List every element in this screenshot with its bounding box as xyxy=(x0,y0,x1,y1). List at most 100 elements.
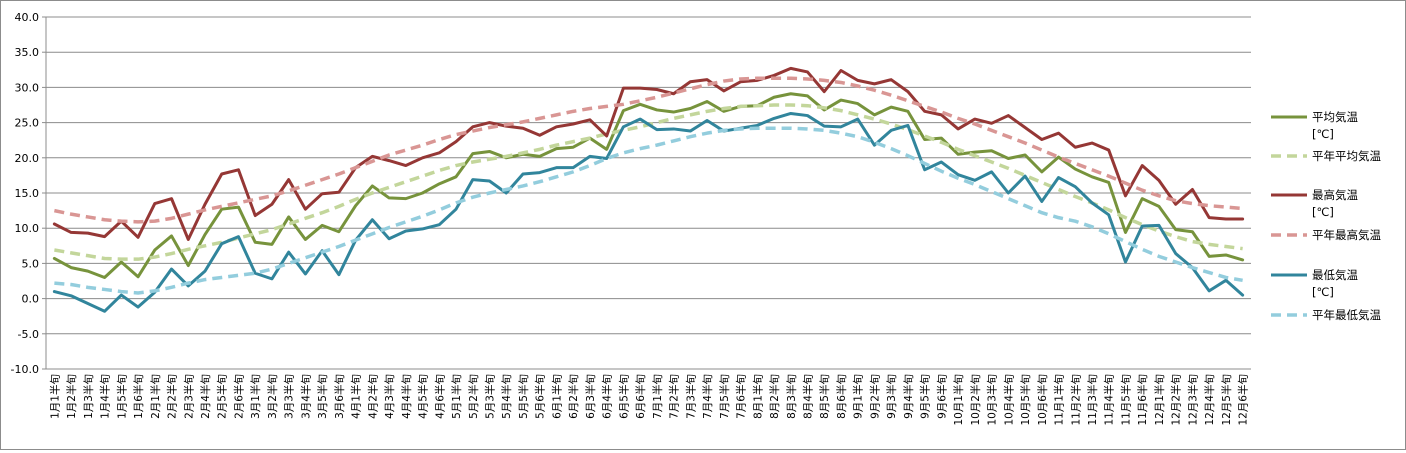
x-tick-label: 11月3半旬 xyxy=(1086,374,1099,426)
x-tick-label: 12月6半旬 xyxy=(1237,374,1250,426)
x-tick-label: 12月1半旬 xyxy=(1153,374,1166,426)
x-tick-label: 2月2半旬 xyxy=(166,374,179,419)
x-tick-label: 9月2半旬 xyxy=(868,374,881,419)
x-tick-label: 9月4半旬 xyxy=(902,374,915,419)
x-tick-label: 3月5半旬 xyxy=(316,374,329,419)
x-tick-label: 2月1半旬 xyxy=(149,374,162,419)
x-tick-label: 3月4半旬 xyxy=(299,374,312,419)
x-tick-label: 10月3半旬 xyxy=(986,374,999,426)
x-tick-label: 1月6半旬 xyxy=(132,374,145,419)
y-tick-label: 10.0 xyxy=(15,222,40,235)
legend-label: 最高気温[℃] xyxy=(1312,188,1358,219)
x-tick-label: 2月3半旬 xyxy=(182,374,195,419)
x-tick-label: 8月3半旬 xyxy=(785,374,798,419)
x-axis-ticks: 1月1半旬 1月2半旬 1月3半旬 1月4半旬 1月5半旬 1月6半旬 2月1半旬 2月2半旬… xyxy=(48,374,1249,426)
x-tick-label: 9月5半旬 xyxy=(919,374,932,419)
x-tick-label: 1月5半旬 xyxy=(115,374,128,419)
x-tick-label: 8月1半旬 xyxy=(751,374,764,419)
y-tick-label: 15.0 xyxy=(15,187,40,200)
x-tick-label: 5月6半旬 xyxy=(534,374,547,419)
x-tick-label: 5月4半旬 xyxy=(500,374,513,419)
x-tick-label: 7月6半旬 xyxy=(735,374,748,419)
x-tick-label: 10月5半旬 xyxy=(1019,374,1032,426)
x-tick-label: 5月2半旬 xyxy=(467,374,480,419)
x-tick-label: 1月3半旬 xyxy=(82,374,95,419)
x-tick-label: 6月3半旬 xyxy=(584,374,597,419)
x-tick-label: 1月2半旬 xyxy=(65,374,78,419)
x-tick-label: 5月3半旬 xyxy=(484,374,497,419)
series-line-5 xyxy=(54,126,1243,295)
x-tick-label: 4月4半旬 xyxy=(400,374,413,419)
y-tick-label: 35.0 xyxy=(15,46,40,59)
x-tick-label: 12月2半旬 xyxy=(1170,374,1183,426)
x-tick-label: 10月4半旬 xyxy=(1002,374,1015,426)
y-tick-label: 30.0 xyxy=(15,81,40,94)
y-tick-label: 5.0 xyxy=(22,257,40,270)
x-tick-label: 8月5半旬 xyxy=(818,374,831,419)
x-tick-label: 11月1半旬 xyxy=(1053,374,1066,426)
x-tick-label: 1月1半旬 xyxy=(48,374,61,419)
x-tick-label: 1月4半旬 xyxy=(99,374,112,419)
legend-label: 最低気温[℃] xyxy=(1312,268,1358,299)
y-tick-label: 20.0 xyxy=(15,152,40,165)
series-line-4 xyxy=(52,111,1245,313)
x-tick-label: 12月4半旬 xyxy=(1203,374,1216,426)
x-tick-label: 10月1半旬 xyxy=(952,374,965,426)
x-tick-label: 4月3半旬 xyxy=(383,374,396,419)
x-tick-label: 8月2半旬 xyxy=(768,374,781,419)
x-tick-label: 7月3半旬 xyxy=(684,374,697,419)
legend-label: 平年最低気温 xyxy=(1312,308,1381,322)
x-tick-label: 12月5半旬 xyxy=(1220,374,1233,426)
x-tick-label: 9月1半旬 xyxy=(852,374,865,419)
x-tick-label: 3月1半旬 xyxy=(249,374,262,419)
x-tick-label: 7月1半旬 xyxy=(651,374,664,419)
x-tick-label: 4月2半旬 xyxy=(366,374,379,419)
x-tick-label: 8月6半旬 xyxy=(835,374,848,419)
y-axis-ticks: -10.0 -5.0 0.0 5.0 10.0 15.0 20.0 25.0 30.0 35.0 4… xyxy=(11,11,46,376)
series-lines xyxy=(52,66,1245,313)
x-tick-label: 3月6半旬 xyxy=(333,374,346,419)
y-tick-label: 40.0 xyxy=(15,11,40,24)
x-tick-label: 4月1半旬 xyxy=(350,374,363,419)
x-tick-label: 4月6半旬 xyxy=(433,374,446,419)
x-tick-label: 2月6半旬 xyxy=(232,374,245,419)
x-tick-label: 11月5半旬 xyxy=(1119,374,1132,426)
legend-label: 平均気温[℃] xyxy=(1312,110,1358,141)
x-tick-label: 6月1半旬 xyxy=(550,374,563,419)
x-tick-label: 11月4半旬 xyxy=(1103,374,1116,426)
x-tick-label: 11月2半旬 xyxy=(1069,374,1082,426)
x-tick-label: 2月4半旬 xyxy=(199,374,212,419)
x-tick-label: 6月6半旬 xyxy=(634,374,647,419)
series-line-0 xyxy=(52,92,1245,279)
x-tick-label: 7月2半旬 xyxy=(668,374,681,419)
x-tick-label: 3月3半旬 xyxy=(283,374,296,419)
legend-label: 平年最高気温 xyxy=(1312,228,1381,242)
y-tick-label: -5.0 xyxy=(18,328,39,341)
x-tick-label: 2月5半旬 xyxy=(216,374,229,419)
x-tick-label: 7月5半旬 xyxy=(718,374,731,419)
x-tick-label: 10月2半旬 xyxy=(969,374,982,426)
x-tick-label: 5月1半旬 xyxy=(450,374,463,419)
x-tick-label: 9月6半旬 xyxy=(935,374,948,419)
x-tick-label: 3月2半旬 xyxy=(266,374,279,419)
y-tick-label: -10.0 xyxy=(11,363,39,376)
y-tick-label: 0.0 xyxy=(22,293,40,306)
grid-lines xyxy=(45,16,1251,370)
x-tick-label: 6月5半旬 xyxy=(617,374,630,419)
x-tick-label: 8月4半旬 xyxy=(801,374,814,419)
x-tick-label: 6月2半旬 xyxy=(567,374,580,419)
series-line-3 xyxy=(54,76,1243,224)
legend-label: 平年平均気温 xyxy=(1312,149,1381,163)
x-tick-label: 5月5半旬 xyxy=(517,374,530,419)
x-tick-label: 4月5半旬 xyxy=(417,374,430,419)
x-tick-label: 10月6半旬 xyxy=(1036,374,1049,426)
x-tick-label: 6月4半旬 xyxy=(601,374,614,419)
x-tick-label: 11月6半旬 xyxy=(1136,374,1149,426)
x-tick-label: 12月3半旬 xyxy=(1186,374,1199,426)
x-tick-label: 7月4半旬 xyxy=(701,374,714,419)
series-line-2 xyxy=(52,66,1245,241)
x-tick-label: 9月3半旬 xyxy=(885,374,898,419)
